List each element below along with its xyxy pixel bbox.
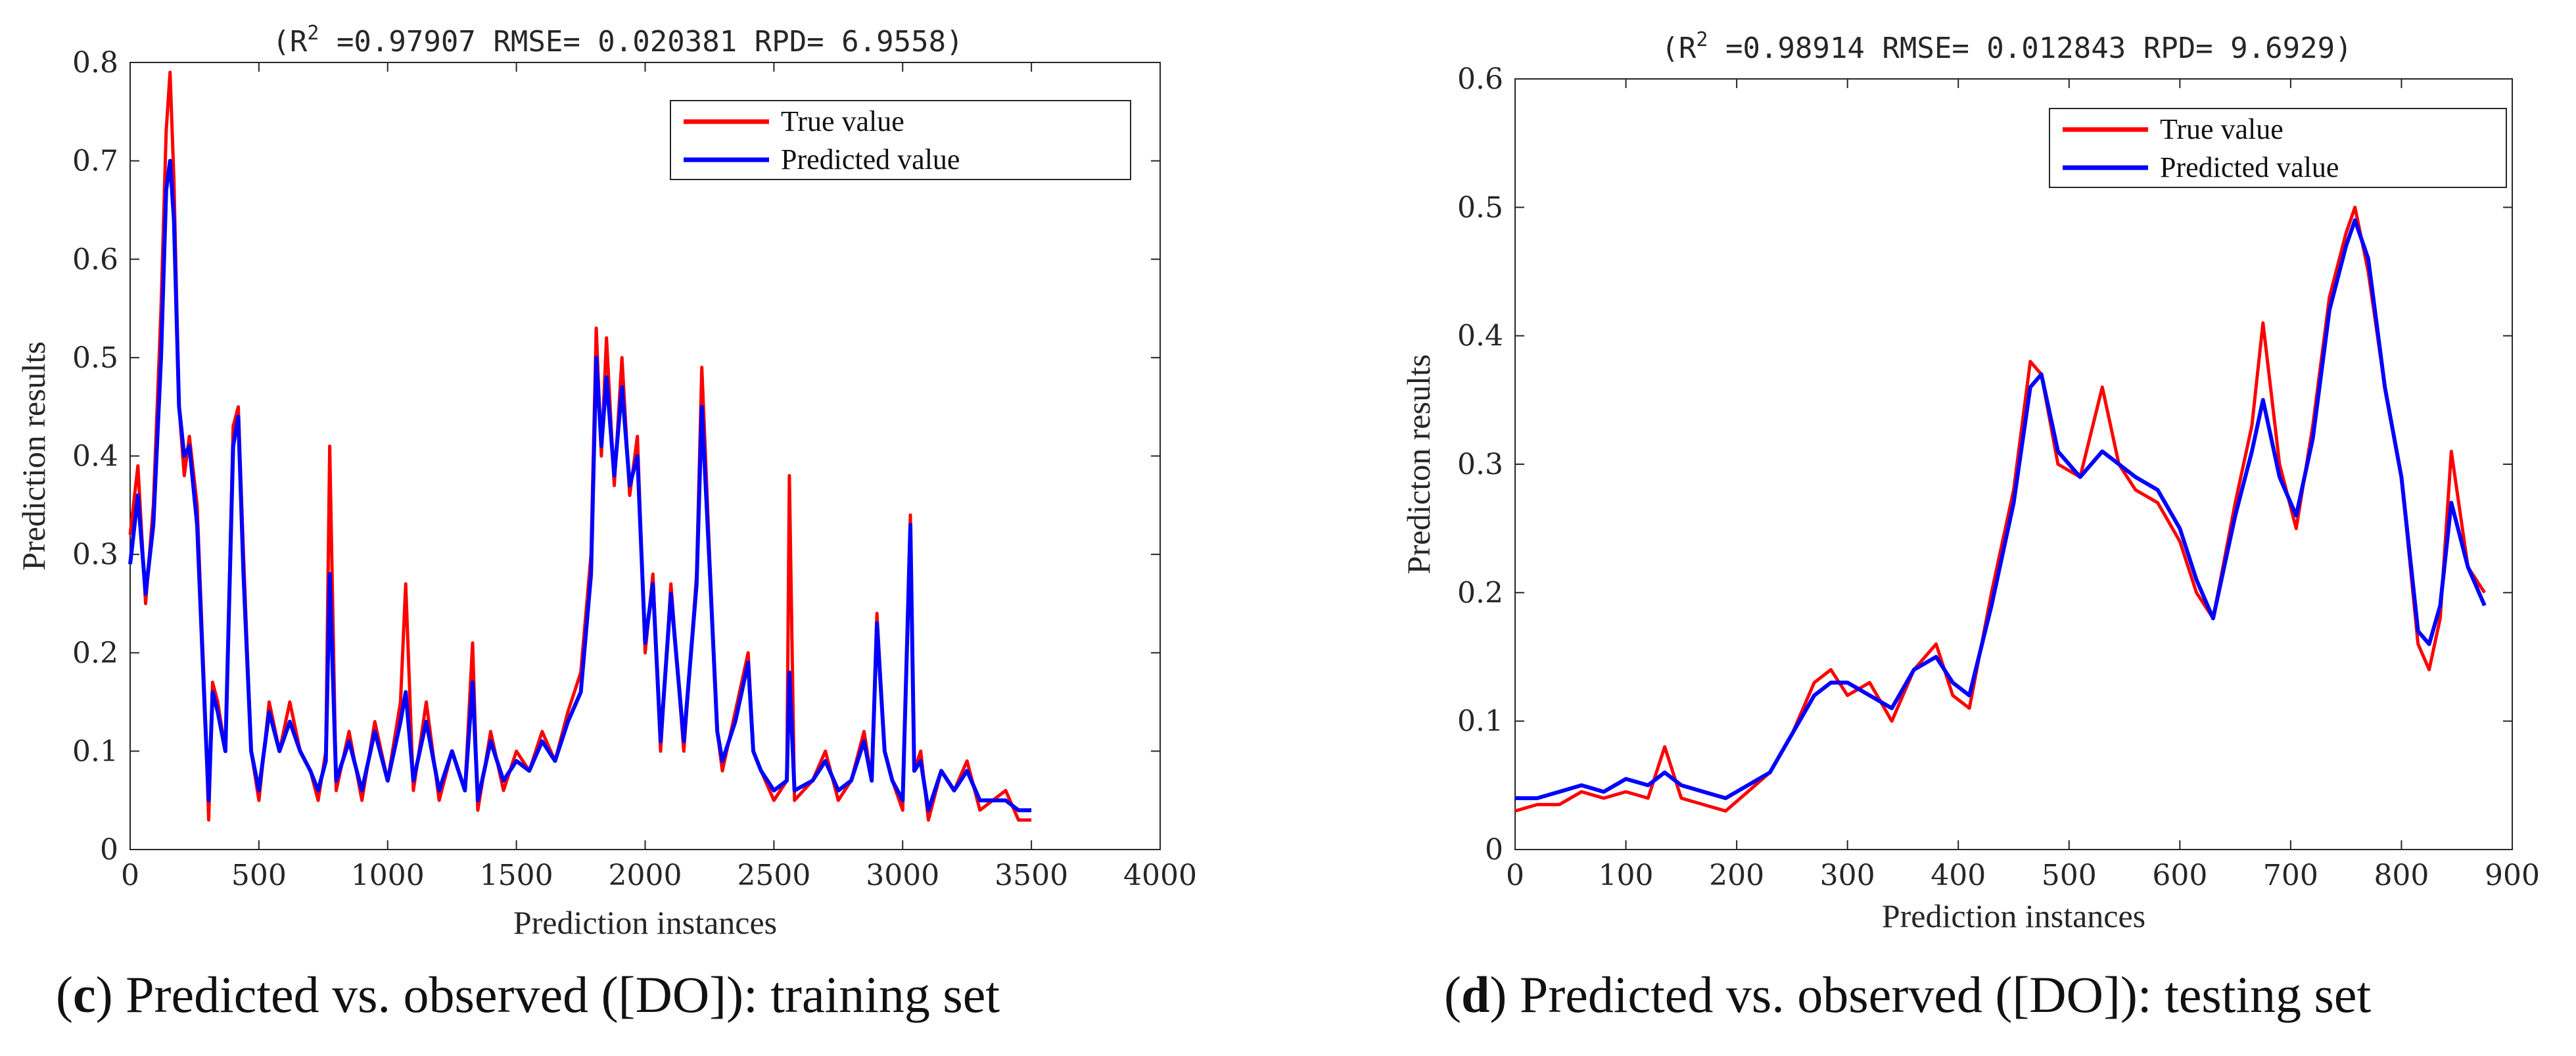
caption-c-letter: c (72, 966, 96, 1023)
y-tick-label: 0.3 (72, 538, 118, 571)
x-tick-label: 3000 (866, 859, 939, 892)
y-tick-label: 0.2 (1457, 576, 1503, 610)
y-tick-label: 0.4 (72, 440, 118, 473)
caption-c: (c) Predicted vs. observed ([DO]): train… (56, 966, 1000, 1023)
legend-label-pred: Predicted value (2160, 151, 2339, 183)
y-tick-label: 0 (100, 833, 118, 867)
legend: True value Predicted value (670, 100, 1131, 180)
x-tick-label: 900 (2485, 859, 2540, 892)
legend-box (670, 100, 1131, 180)
chart-d: 0 100 200 300 400 500 600 700 800 900 0 0.1 0.2 0.3 0.… (1400, 28, 2540, 934)
plot-frame (129, 62, 1161, 850)
y-tick-label: 0.6 (1457, 62, 1503, 96)
x-tick-label: 3500 (995, 859, 1068, 892)
y-tick-label: 0.6 (72, 243, 118, 276)
y-axis-label: Predicton results (1400, 354, 1437, 575)
y-tick-label: 0.3 (1457, 448, 1503, 481)
chart-title: (R2 =0.98914 RMSE= 0.012843 RPD= 9.6929) (1661, 28, 2352, 65)
x-tick-label: 2500 (737, 859, 810, 892)
y-tick-label: 0.4 (1457, 320, 1503, 353)
legend: True value Predicted value (2049, 108, 2507, 188)
x-axis-label: Prediction instances (513, 904, 777, 941)
x-tick-label: 800 (2374, 859, 2429, 892)
legend-label-true: True value (781, 105, 904, 137)
x-tick-label: 4000 (1123, 859, 1197, 892)
x-tick-label: 1500 (480, 859, 553, 892)
series-line-pred (128, 158, 1032, 813)
x-tick-label: 100 (1599, 859, 1654, 892)
plot-frame (1514, 78, 2513, 850)
x-tick-label: 300 (1820, 859, 1875, 892)
y-tick-label: 0 (1485, 833, 1503, 867)
series-line-pred (1515, 218, 2487, 800)
caption-c-text: Predicted vs. observed ([DO]): training … (126, 966, 1000, 1023)
x-tick-label: 600 (2152, 859, 2207, 892)
y-axis-label: Prediction results (15, 341, 52, 571)
x-tick-label: 0 (1506, 859, 1524, 892)
y-tick-label: 0.8 (72, 46, 118, 80)
y-tick-label: 0.5 (1457, 191, 1503, 224)
y-tick-label: 0.1 (72, 734, 118, 768)
y-tick-label: 0.7 (72, 145, 118, 178)
chart-c: 0 500 1000 1500 2000 2500 3000 3500 4000 0 0.1 0.2 0… (15, 22, 1197, 941)
x-tick-label: 0 (121, 859, 139, 892)
y-tick-label: 0.5 (72, 341, 118, 375)
y-tick-label: 0.1 (1457, 705, 1503, 738)
legend-label-pred: Predicted value (781, 143, 960, 176)
caption-d: (d) Predicted vs. observed ([DO]): testi… (1444, 966, 2372, 1023)
y-tick-label: 0.2 (72, 636, 118, 670)
x-tick-label: 500 (231, 859, 287, 892)
x-axis-label: Prediction instances (1882, 898, 2145, 934)
plot-area (128, 70, 1032, 822)
caption-d-letter: d (1461, 966, 1490, 1023)
x-tick-label: 2000 (609, 859, 682, 892)
x-tick-label: 500 (2042, 859, 2097, 892)
x-tick-label: 1000 (351, 859, 425, 892)
legend-box (2049, 108, 2507, 188)
legend-label-true: True value (2160, 113, 2283, 145)
x-tick-label: 200 (1709, 859, 1764, 892)
caption-d-text: Predicted vs. observed ([DO]): testing s… (1519, 966, 2372, 1023)
x-tick-label: 400 (1931, 859, 1986, 892)
chart-title: (R2 =0.97907 RMSE= 0.020381 RPD= 6.9558) (272, 22, 963, 59)
plot-area (1514, 205, 2487, 813)
x-tick-label: 700 (2263, 859, 2318, 892)
